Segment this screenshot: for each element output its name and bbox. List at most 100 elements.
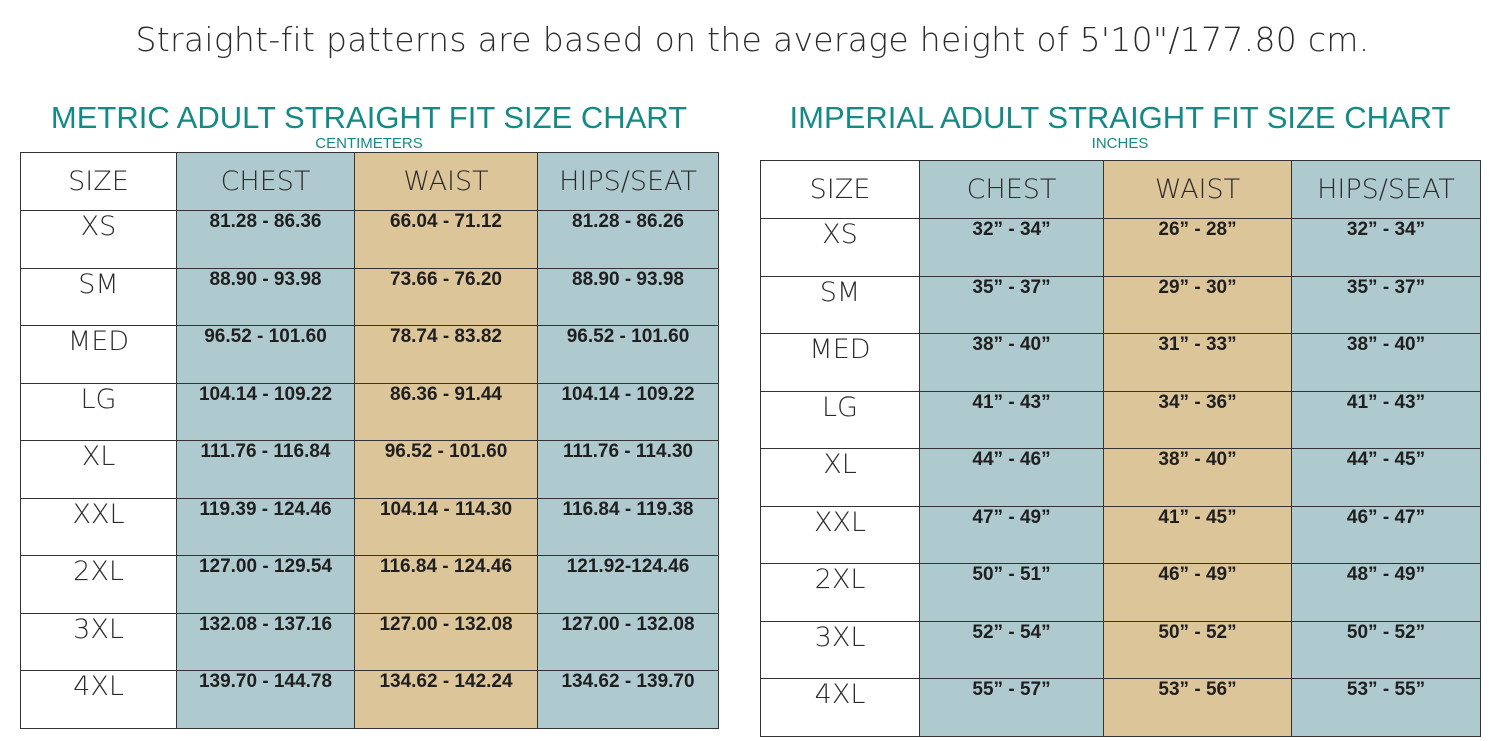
size-cell: MED [20, 325, 177, 384]
hips-seat-cell: 35” - 37” [1291, 275, 1481, 334]
chest-cell: 32” - 34” [919, 218, 1104, 277]
table-row: XL 44” - 46” 38” - 40” 44” - 45” [760, 448, 1481, 507]
waist-cell: 34” - 36” [1103, 390, 1292, 449]
size-cell: SM [760, 275, 920, 334]
chest-cell: 139.70 - 144.78 [176, 670, 355, 729]
header-chest: CHEST [919, 160, 1104, 219]
table-row: LG 104.14 - 109.22 86.36 - 91.44 104.14 - 1… [20, 382, 719, 441]
size-cell: 2XL [760, 563, 920, 622]
waist-cell: 78.74 - 83.82 [354, 325, 538, 384]
hips-seat-cell: 32” - 34” [1291, 218, 1481, 277]
hips-seat-cell: 104.14 - 109.22 [537, 382, 719, 441]
table-row: MED 96.52 - 101.60 78.74 - 83.82 96.52 - 10… [20, 325, 719, 384]
size-cell: LG [20, 382, 177, 441]
size-cell: 3XL [760, 620, 920, 679]
table-row: 4XL 139.70 - 144.78 134.62 - 142.24 134.62 … [20, 670, 719, 729]
imperial-chart-subtitle: INCHES [1091, 135, 1149, 152]
chest-cell: 35” - 37” [919, 275, 1104, 334]
table-row: XXL 47” - 49” 41” - 45” 46” - 47” [760, 505, 1481, 564]
chest-cell: 47” - 49” [919, 505, 1104, 564]
waist-cell: 53” - 56” [1103, 678, 1292, 737]
table-row: XS 81.28 - 86.36 66.04 - 71.12 81.28 - 86.2… [20, 210, 719, 269]
waist-cell: 86.36 - 91.44 [354, 382, 538, 441]
header-hips-seat: HIPS/SEAT [537, 152, 719, 211]
chest-cell: 104.14 - 109.22 [176, 382, 355, 441]
size-cell: XL [760, 448, 920, 507]
waist-cell: 134.62 - 142.24 [354, 670, 538, 729]
table-row: SM 88.90 - 93.98 73.66 - 76.20 88.90 - 93.9… [20, 267, 719, 326]
header-waist: WAIST [354, 152, 538, 211]
chest-cell: 41” - 43” [919, 390, 1104, 449]
metric-size-chart: METRIC ADULT STRAIGHT FIT SIZE CHART CEN… [20, 100, 719, 729]
hips-seat-cell: 88.90 - 93.98 [537, 267, 719, 326]
table-row: 2XL 127.00 - 129.54 116.84 - 124.46 121.92-… [20, 555, 719, 614]
waist-cell: 41” - 45” [1103, 505, 1292, 564]
table-row: 4XL 55” - 57” 53” - 56” 53” - 55” [760, 678, 1481, 737]
size-cell: LG [760, 390, 920, 449]
waist-cell: 104.14 - 114.30 [354, 497, 538, 556]
waist-cell: 29” - 30” [1103, 275, 1292, 334]
hips-seat-cell: 81.28 - 86.26 [537, 210, 719, 269]
size-cell: 3XL [20, 612, 177, 671]
size-cell: XL [20, 440, 177, 499]
table-row: LG 41” - 43” 34” - 36” 41” - 43” [760, 390, 1481, 449]
table-row: 3XL 52” - 54” 50” - 52” 50” - 52” [760, 620, 1481, 679]
size-cell: 4XL [760, 678, 920, 737]
waist-cell: 96.52 - 101.60 [354, 440, 538, 499]
table-row: XXL 119.39 - 124.46 104.14 - 114.30 116.84 … [20, 497, 719, 556]
imperial-size-chart: IMPERIAL ADULT STRAIGHT FIT SIZE CHART I… [760, 100, 1481, 737]
table-header-row: SIZE CHEST WAIST HIPS/SEAT [760, 160, 1481, 219]
table-row: XL 111.76 - 116.84 96.52 - 101.60 111.76 - … [20, 440, 719, 499]
hips-seat-cell: 127.00 - 132.08 [537, 612, 719, 671]
waist-cell: 46” - 49” [1103, 563, 1292, 622]
table-row: 2XL 50” - 51” 46” - 49” 48” - 49” [760, 563, 1481, 622]
table-row: XS 32” - 34” 26” - 28” 32” - 34” [760, 218, 1481, 277]
hips-seat-cell: 116.84 - 119.38 [537, 497, 719, 556]
imperial-size-table: SIZE CHEST WAIST HIPS/SEAT XS 32” - 34” 26… [760, 160, 1481, 737]
header-chest: CHEST [176, 152, 355, 211]
metric-chart-title: METRIC ADULT STRAIGHT FIT SIZE CHART [50, 100, 688, 135]
size-cell: 4XL [20, 670, 177, 729]
imperial-chart-title: IMPERIAL ADULT STRAIGHT FIT SIZE CHART [789, 100, 1451, 135]
hips-seat-cell: 44” - 45” [1291, 448, 1481, 507]
size-cell: XS [20, 210, 177, 269]
header-hips-seat: HIPS/SEAT [1291, 160, 1481, 219]
hips-seat-cell: 48” - 49” [1291, 563, 1481, 622]
chest-cell: 127.00 - 129.54 [176, 555, 355, 614]
size-cell: 2XL [20, 555, 177, 614]
waist-cell: 66.04 - 71.12 [354, 210, 538, 269]
hips-seat-cell: 134.62 - 139.70 [537, 670, 719, 729]
chest-cell: 52” - 54” [919, 620, 1104, 679]
chest-cell: 119.39 - 124.46 [176, 497, 355, 556]
chest-cell: 44” - 46” [919, 448, 1104, 507]
size-cell: XS [760, 218, 920, 277]
metric-chart-subtitle: CENTIMETERS [315, 135, 423, 152]
hips-seat-cell: 46” - 47” [1291, 505, 1481, 564]
hips-seat-cell: 38” - 40” [1291, 333, 1481, 392]
waist-cell: 26” - 28” [1103, 218, 1292, 277]
waist-cell: 50” - 52” [1103, 620, 1292, 679]
chest-cell: 81.28 - 86.36 [176, 210, 355, 269]
chest-cell: 111.76 - 116.84 [176, 440, 355, 499]
metric-size-table: SIZE CHEST WAIST HIPS/SEAT XS 81.28 - 86.… [20, 152, 719, 729]
header-size: SIZE [20, 152, 177, 211]
size-cell: MED [760, 333, 920, 392]
hips-seat-cell: 96.52 - 101.60 [537, 325, 719, 384]
chest-cell: 55” - 57” [919, 678, 1104, 737]
hips-seat-cell: 41” - 43” [1291, 390, 1481, 449]
size-cell: SM [20, 267, 177, 326]
size-cell: XXL [20, 497, 177, 556]
table-row: 3XL 132.08 - 137.16 127.00 - 132.08 127.00 … [20, 612, 719, 671]
hips-seat-cell: 53” - 55” [1291, 678, 1481, 737]
waist-cell: 127.00 - 132.08 [354, 612, 538, 671]
table-row: MED 38” - 40” 31” - 33” 38” - 40” [760, 333, 1481, 392]
header-waist: WAIST [1103, 160, 1292, 219]
chest-cell: 96.52 - 101.60 [176, 325, 355, 384]
header-size: SIZE [760, 160, 920, 219]
fit-note: Straight-fit patterns are based on the a… [135, 20, 1370, 59]
waist-cell: 116.84 - 124.46 [354, 555, 538, 614]
table-row: SM 35” - 37” 29” - 30” 35” - 37” [760, 275, 1481, 334]
chest-cell: 38” - 40” [919, 333, 1104, 392]
hips-seat-cell: 121.92-124.46 [537, 555, 719, 614]
hips-seat-cell: 111.76 - 114.30 [537, 440, 719, 499]
